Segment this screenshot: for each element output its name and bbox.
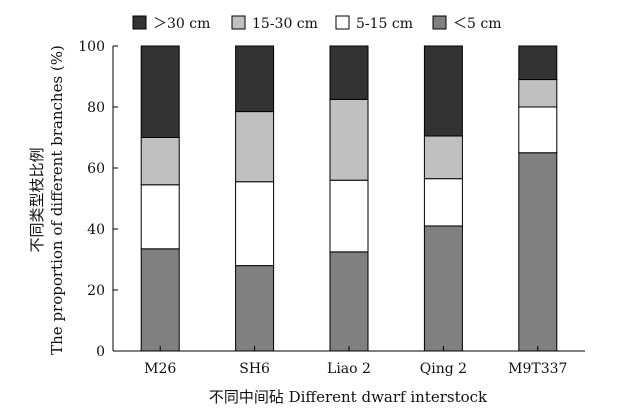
bar-m26-series-2 (140, 137, 180, 186)
y-tick-label-40: 40 (87, 222, 105, 238)
bar-sh6-series-3 (235, 45, 275, 113)
legend-swatch-2 (231, 15, 246, 30)
bar-sh6-series-0 (235, 265, 275, 352)
y-tick-label-100: 100 (78, 39, 105, 55)
axes-group: 0 20 40 60 80 100 M26 SH6 Liao 2 Qing 2 M9T337 (78, 39, 585, 377)
legend-label-2: 15-30 cm (252, 16, 318, 32)
legend: ＞30 cm 15-30 cm 5-15 cm ＜5 cm (132, 15, 501, 32)
y-tick-label-80: 80 (87, 100, 105, 116)
legend-swatch-0 (432, 15, 447, 30)
bar-qing-2-series-0 (423, 225, 463, 352)
legend-swatch-1 (335, 15, 350, 30)
x-tick-label-qing-2: Qing 2 (420, 361, 467, 377)
bar-m26-series-0 (140, 248, 180, 352)
bar-m9t337-series-1 (518, 106, 558, 154)
x-tick-label-sh6: SH6 (239, 361, 270, 377)
bar-qing-2-series-3 (423, 45, 463, 137)
y-tick-label-0: 0 (96, 344, 105, 360)
legend-label-3: ＞30 cm (153, 16, 210, 32)
bar-m9t337-series-2 (518, 79, 558, 108)
bar-qing-2-series-1 (423, 178, 463, 227)
bar-sh6-series-2 (235, 111, 275, 183)
bar-liao-2-series-0 (329, 251, 369, 352)
bar-sh6-series-1 (235, 181, 275, 267)
x-tick-label-liao-2: Liao 2 (327, 361, 371, 377)
legend-label-0: ＜5 cm (453, 16, 501, 32)
y-axis-title-cn: 不同类型枝比例 (28, 147, 46, 252)
bar-liao-2-series-3 (329, 45, 369, 100)
y-axis-title-en: The proportion of different branches (%) (48, 45, 66, 355)
x-tick-label-m9t337: M9T337 (508, 361, 567, 377)
legend-label-1: 5-15 cm (356, 16, 413, 32)
bar-m26-series-3 (140, 45, 180, 138)
legend-swatch-3 (132, 15, 147, 30)
bar-m26-series-1 (140, 184, 180, 250)
x-axis-title: 不同中间砧 Different dwarf interstock (209, 388, 488, 406)
bar-liao-2-series-2 (329, 98, 369, 181)
x-tick-label-m26: M26 (144, 361, 176, 377)
bar-m9t337-series-3 (518, 45, 558, 81)
bar-m9t337-series-0 (518, 152, 558, 352)
bars-group (140, 45, 558, 352)
bar-qing-2-series-2 (423, 135, 463, 180)
y-tick-label-60: 60 (87, 161, 105, 177)
y-tick-label-20: 20 (87, 283, 105, 299)
bar-liao-2-series-1 (329, 179, 369, 253)
y-axis-title-group: 不同类型枝比例 The proportion of different bran… (28, 45, 66, 355)
